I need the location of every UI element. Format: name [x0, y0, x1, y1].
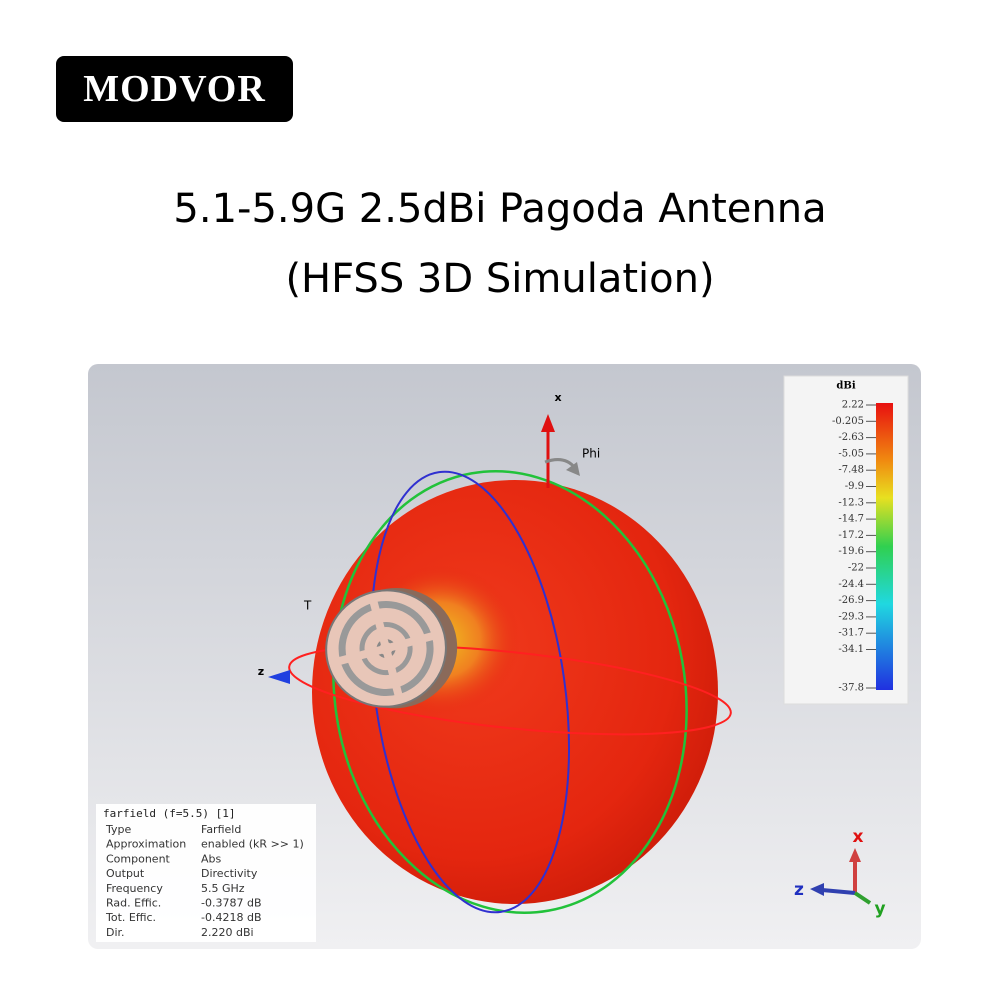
colorbar-tick-label: -37.8 — [838, 683, 864, 694]
colorbar-tick-label: -29.3 — [838, 611, 864, 622]
phi-ring — [332, 470, 688, 914]
info-label: Component — [106, 852, 171, 865]
equator-ring — [288, 644, 732, 736]
axis-label: Phi — [582, 447, 600, 461]
triad-label: y — [874, 899, 885, 919]
info-value: 5.5 GHz — [201, 882, 245, 895]
info-header: farfield (f=5.5) [1] — [103, 807, 235, 820]
axis-label: x — [554, 391, 561, 404]
info-label: Type — [105, 823, 131, 836]
antenna — [325, 587, 458, 709]
title-line: (HFSS 3D Simulation) — [285, 256, 715, 302]
z-axis-arrow — [268, 670, 290, 684]
triad-y — [853, 891, 872, 905]
triad-z — [821, 888, 856, 895]
colorbar-tick-label: -14.7 — [838, 514, 864, 525]
colorbar-tick-label: -9.9 — [845, 481, 864, 492]
arrow-head — [541, 414, 555, 432]
brand-logo: MODVOR — [56, 56, 293, 122]
triad-label: x — [853, 827, 864, 847]
colorbar-tick-label: -34.1 — [838, 644, 864, 655]
info-label: Rad. Effic. — [106, 897, 161, 910]
info-label: Dir. — [106, 926, 125, 939]
colorbar-tick-label: -5.05 — [838, 448, 864, 459]
info-label: Tot. Effic. — [105, 911, 156, 924]
arrow-head — [849, 848, 861, 862]
axis-label: T — [303, 599, 312, 613]
colorbar-tick-label: -22 — [848, 563, 864, 574]
arrow-head — [810, 883, 824, 896]
title-line: 5.1-5.9G 2.5dBi Pagoda Antenna — [173, 186, 827, 232]
colorbar-tick-label: -31.7 — [838, 628, 864, 639]
arrow-head — [566, 462, 580, 476]
colorbar-tick-label: -0.205 — [832, 416, 864, 427]
info-label: Frequency — [106, 882, 163, 895]
colorbar — [876, 403, 893, 690]
info-value: 2.220 dBi — [201, 926, 254, 939]
info-value: Farfield — [201, 823, 241, 836]
colorbar-tick-label: -7.48 — [838, 465, 864, 476]
colorbar-tick-label: -19.6 — [838, 546, 864, 557]
colorbar-tick-label: -17.2 — [838, 530, 864, 541]
colorbar-tick-label: -12.3 — [838, 497, 864, 508]
info-label: Approximation — [106, 838, 186, 851]
info-label: Output — [106, 867, 145, 880]
triad-label: z — [794, 880, 804, 900]
colorbar-tick-label: -24.4 — [838, 579, 864, 590]
info-value: Directivity — [201, 867, 258, 880]
colorbar-tick-label: -2.63 — [838, 432, 864, 443]
info-value: enabled (kR >> 1) — [201, 838, 304, 851]
colorbar-tick-label: -26.9 — [838, 595, 864, 606]
axis-label: z — [258, 665, 264, 678]
info-value: -0.4218 dB — [201, 911, 261, 924]
info-value: Abs — [201, 852, 222, 865]
info-value: -0.3787 dB — [201, 897, 261, 910]
info-panel — [96, 804, 316, 942]
colorbar-tick-label: 2.22 — [842, 400, 864, 411]
colorbar-unit: dBi — [836, 381, 855, 392]
